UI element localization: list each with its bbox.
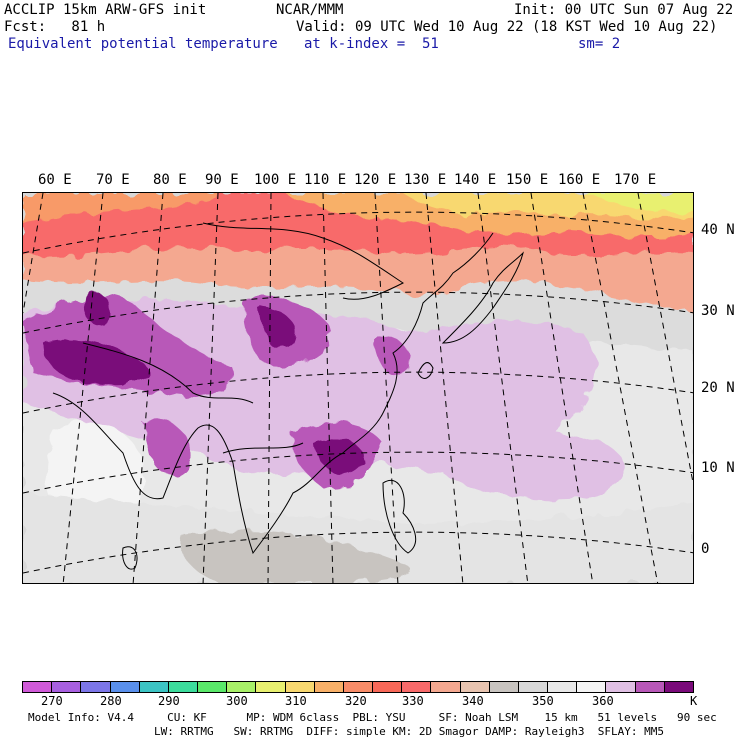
asia-coastline: [52, 232, 494, 555]
field-dark-purple-central: [258, 308, 296, 350]
colorbar-tick-label: 340: [462, 694, 484, 708]
colorbar-swatch: [198, 682, 228, 692]
valid-time: Valid: 09 UTC Wed 10 Aug 22 (18 KST Wed …: [296, 19, 718, 35]
forecast-hour: Fcst: 81 h: [4, 19, 106, 35]
colorbar-tick-label: 290: [158, 694, 180, 708]
lon-label: 110 E: [304, 172, 347, 188]
colorbar-swatch: [285, 682, 315, 692]
field-dark-purple-west: [43, 339, 150, 385]
lat-label: 0: [701, 541, 710, 557]
colorbar-swatch: [606, 682, 636, 692]
colorbar-swatch: [489, 682, 519, 692]
lon-label: 90 E: [205, 172, 239, 188]
meridian-60e: [23, 193, 44, 314]
theta-e-map: [22, 192, 694, 584]
japan-coastline: [441, 251, 524, 344]
model-info-line1: Model Info: V4.4 CU: KF MP: WDM 6class P…: [28, 711, 717, 724]
lon-label: 100 E: [254, 172, 297, 188]
lon-label: 150 E: [506, 172, 549, 188]
lon-label: 170 E: [614, 172, 657, 188]
colorbar-swatch: [168, 682, 199, 692]
colorbar-tick-label: 360: [592, 694, 614, 708]
lon-label: 130 E: [404, 172, 447, 188]
lat-label: 30 N: [701, 303, 735, 319]
colorbar-swatch: [23, 682, 53, 692]
smoothing-label: sm= 2: [578, 36, 621, 52]
field-orange-west: [23, 193, 223, 223]
field-name: Equivalent potential temperature: [8, 36, 278, 52]
lon-label: 140 E: [454, 172, 497, 188]
model-info-line2: LW: RRTMG SW: RRTMG DIFF: simple KM: 2D …: [154, 725, 664, 738]
field-dark-grey-south: [180, 529, 411, 583]
indochina-border: [222, 442, 304, 454]
field-purple-bay: [143, 419, 193, 475]
colorbar-swatch: [431, 682, 461, 692]
colorbar-swatch: [139, 682, 169, 692]
colorbar-swatch: [635, 682, 665, 692]
field-lavender-east: [443, 427, 625, 500]
colorbar: [22, 681, 694, 693]
colorbar-swatch: [81, 682, 111, 692]
meridian-160e: [582, 193, 659, 583]
colorbar-swatch: [110, 682, 140, 692]
lon-label: 120 E: [354, 172, 397, 188]
lon-label: 70 E: [96, 172, 130, 188]
colorbar-swatch: [343, 682, 374, 692]
colorbar-swatch: [518, 682, 549, 692]
sri-lanka-coastline: [122, 546, 138, 570]
lat-label: 10 N: [701, 460, 735, 476]
field-purple-east-china: [373, 336, 409, 375]
lon-label: 60 E: [38, 172, 72, 188]
colorbar-tick-label: 320: [345, 694, 367, 708]
colorbar-swatch: [373, 682, 403, 692]
lon-label: 160 E: [558, 172, 601, 188]
philippines-coastline: [382, 480, 417, 554]
colorbar-swatch: [256, 682, 286, 692]
colorbar-swatch: [460, 682, 490, 692]
lon-label: 80 E: [153, 172, 187, 188]
map-canvas: [23, 193, 693, 583]
colorbar-tick-label: 270: [41, 694, 63, 708]
colorbar-tick-label: 310: [285, 694, 307, 708]
colorbar-swatch: [548, 682, 578, 692]
center-label: NCAR/MMM: [276, 2, 344, 18]
init-time: Init: 00 UTC Sun 07 Aug 22: [514, 2, 734, 18]
field-dark-purple-north: [82, 292, 112, 326]
colorbar-swatch: [664, 682, 693, 692]
colorbar-tick-label: 300: [226, 694, 248, 708]
graticule: [23, 193, 693, 583]
meridian-170e: [637, 193, 693, 486]
himalaya-border: [82, 342, 254, 404]
coastlines: [52, 222, 524, 570]
colorbar-swatch: [227, 682, 257, 692]
level-label: at k-index = 51: [304, 36, 439, 52]
mongolia-border: [202, 222, 404, 300]
colorbar-unit: K: [690, 694, 698, 708]
field-lime: [583, 193, 693, 214]
colorbar-swatch: [52, 682, 82, 692]
taiwan-coastline: [417, 362, 434, 379]
lat-label: 20 N: [701, 380, 735, 396]
model-title: ACCLIP 15km ARW-GFS init: [4, 2, 207, 18]
colorbar-tick-label: 280: [100, 694, 122, 708]
colorbar-tick-label: 350: [532, 694, 554, 708]
colorbar-swatch: [402, 682, 432, 692]
colorbar-tick-label: 330: [402, 694, 424, 708]
colorbar-swatch: [577, 682, 607, 692]
meridian-150e: [530, 193, 594, 583]
lat-label: 40 N: [701, 222, 735, 238]
colorbar-swatch: [314, 682, 344, 692]
